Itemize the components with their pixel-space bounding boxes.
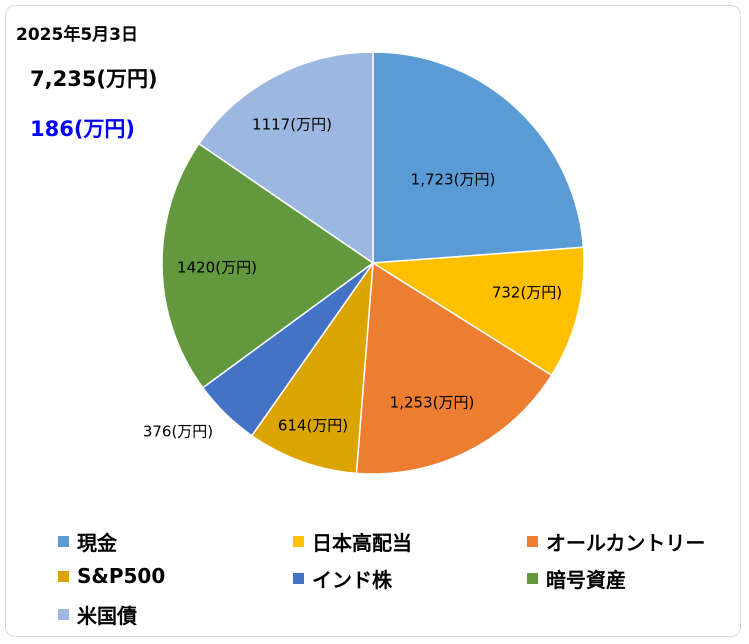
legend-item: インド株 [293, 564, 392, 593]
slice-data-label: 1,253(万円) [390, 394, 475, 412]
legend-item: 米国債 [58, 600, 137, 629]
chart-date: 2025年5月3日 [16, 25, 138, 45]
slice-data-label: 1,723(万円) [411, 171, 496, 189]
slice-data-label: 732(万円) [492, 284, 562, 302]
pie-slice [161, 142, 375, 389]
legend-item: オールカントリー [527, 527, 705, 556]
pie-slice [372, 51, 585, 264]
pie-slice [197, 51, 374, 265]
legend-label: オールカントリー [546, 531, 706, 555]
pie-slice [250, 260, 374, 475]
legend-item: S&P500 [58, 564, 165, 588]
legend-label: 米国債 [77, 604, 137, 628]
legend-swatch [58, 609, 69, 620]
slice-data-label: 1420(万円) [177, 259, 257, 277]
legend-swatch [527, 536, 538, 547]
slice-data-label: 376(万円) [143, 423, 213, 441]
slice-data-label: 1117(万円) [252, 116, 332, 134]
legend-swatch [58, 536, 69, 547]
legend-label: インド株 [312, 568, 392, 592]
legend-label: 暗号資産 [546, 568, 626, 592]
pie-slice [370, 246, 585, 377]
slice-data-label: 614(万円) [278, 417, 348, 435]
legend-item: 暗号資産 [527, 564, 626, 593]
legend-swatch [293, 573, 304, 584]
legend-label: 現金 [77, 531, 117, 555]
total-amount: 7,235(万円) [30, 67, 158, 91]
gain-amount: 186(万円) [30, 117, 136, 141]
legend-item: 日本高配当 [293, 527, 412, 556]
legend-label: S&P500 [77, 564, 166, 588]
legend-swatch [527, 573, 538, 584]
legend-item: 現金 [58, 527, 117, 556]
pie-slice [355, 261, 553, 475]
legend-label: 日本高配当 [312, 531, 412, 555]
legend-swatch [293, 536, 304, 547]
legend-swatch [58, 570, 69, 582]
